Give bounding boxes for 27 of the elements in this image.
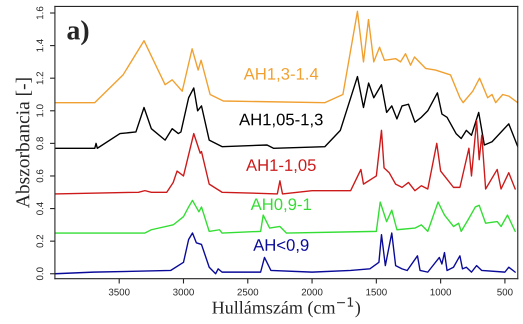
x-tick-label: 1500 [366, 288, 387, 296]
line-series [54, 10, 518, 104]
y-axis-title: Abszorbancia [-] [16, 78, 32, 208]
annotation: a) [67, 20, 88, 46]
y-tick-label: 1.2 [36, 72, 44, 84]
y-tick-label: 1.0 [36, 104, 44, 117]
line-series [54, 200, 516, 234]
x-tick-label: 1000 [430, 288, 452, 296]
x-tick-label: 3000 [173, 288, 194, 296]
y-tick-label: 0.4 [36, 202, 44, 215]
y-tick-label: 0.0 [36, 267, 44, 280]
x-axis-title: Hullámszám (cm$^{−1}$) [212, 297, 360, 318]
series-label: AH1,3-1.4 [244, 68, 318, 82]
x-tick-label: 2000 [302, 288, 322, 296]
y-tick-label: 0.2 [36, 234, 44, 248]
y-tick-label: 0.8 [36, 137, 44, 150]
x-tick-label: 2500 [237, 288, 258, 296]
y-tick-label: 1.6 [36, 6, 44, 20]
series-label: AH1-1,05 [246, 159, 316, 174]
series-label: AH1,05-1,3 [239, 114, 323, 128]
y-tick-label: 1.4 [36, 39, 44, 52]
line-series [54, 232, 516, 274]
series-label: AH<0,9 [253, 239, 308, 253]
x-tick-label: 500 [497, 288, 513, 296]
x-tick-label: 3500 [108, 288, 130, 296]
y-tick-label: 0.6 [36, 170, 44, 182]
series-label: AH0,9-1 [250, 198, 311, 212]
